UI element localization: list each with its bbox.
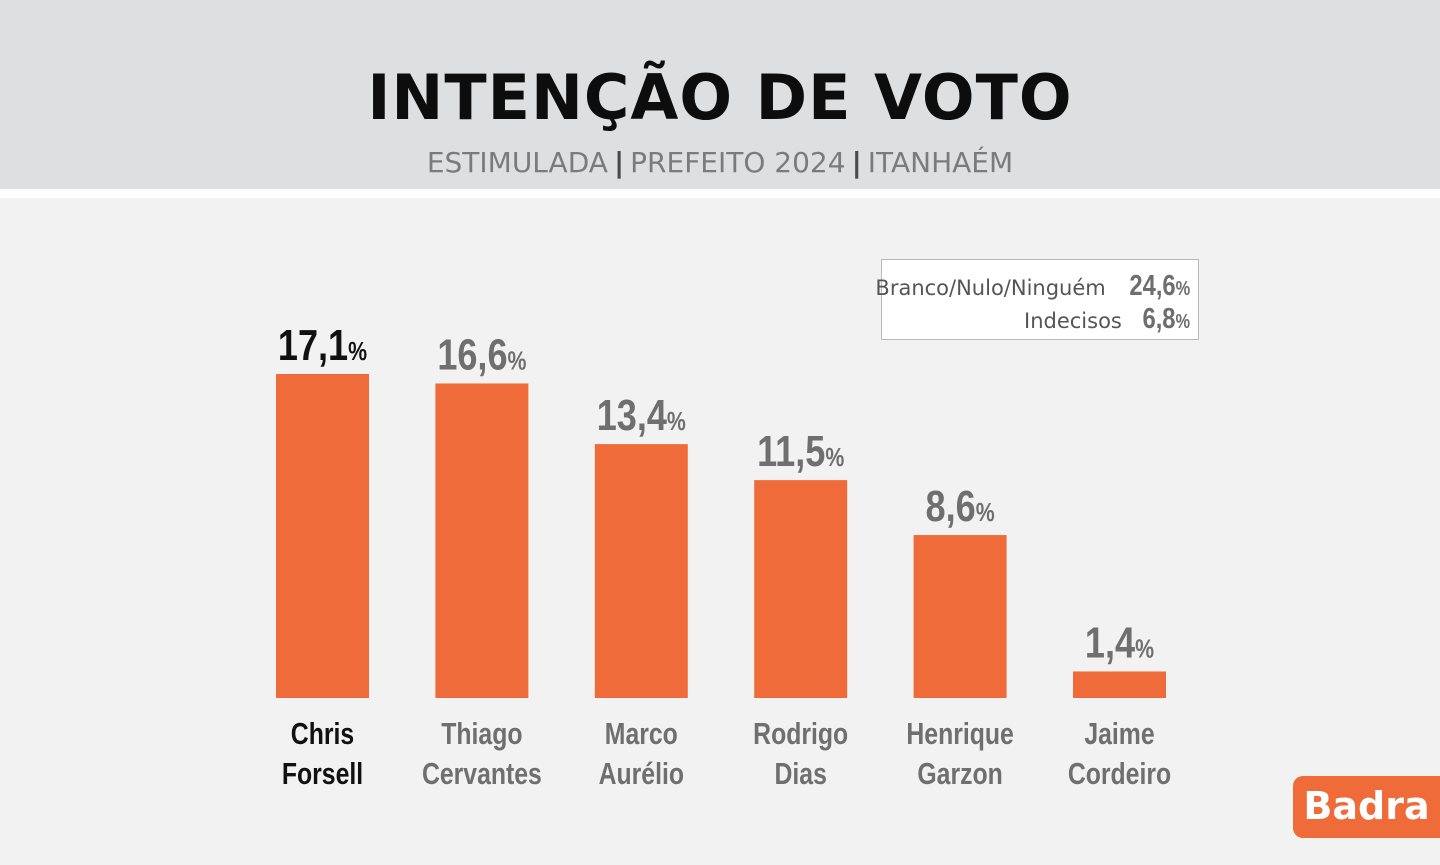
category-label-3-1: Dias	[775, 756, 827, 790]
data-label-number-3: 11,5	[757, 427, 825, 476]
bar-3	[754, 480, 848, 698]
legend-unit-blank: %	[1175, 278, 1190, 300]
legend-label-undecided: Indecisos	[1024, 309, 1122, 333]
legend-number-undecided: 6,8	[1142, 303, 1176, 335]
data-label-unit-0: %	[348, 337, 367, 367]
page-title: INTENÇÃO DE VOTO	[367, 61, 1073, 134]
subtitle-separator: |	[613, 146, 625, 179]
legend-value-undecided: 6,8%	[1142, 303, 1190, 336]
chart-panel	[0, 198, 1440, 865]
subtitle-city: ITANHAÉM	[867, 146, 1014, 179]
category-label-4-0: Henrique	[906, 716, 1013, 750]
data-label-1: 16,6%	[437, 330, 526, 379]
category-label-2-1: Aurélio	[599, 756, 684, 790]
legend-unit-undecided: %	[1175, 311, 1190, 333]
data-label-unit-1: %	[508, 347, 527, 377]
data-label-number-2: 13,4	[597, 391, 668, 440]
legend-value-blank: 24,6%	[1129, 270, 1190, 303]
data-label-unit-3: %	[825, 443, 844, 473]
legend-label-blank: Branco/Nulo/Ninguém	[875, 276, 1106, 300]
category-label-0-0: Chris	[291, 716, 354, 750]
category-label-2-0: Marco	[605, 716, 678, 750]
data-label-number-4: 8,6	[926, 482, 976, 531]
category-label-1-1: Cervantes	[422, 756, 542, 790]
data-label-unit-5: %	[1135, 635, 1154, 665]
subtitle-type: ESTIMULADA	[426, 146, 608, 179]
category-label-3-0: Rodrigo	[753, 716, 848, 750]
data-label-number-1: 16,6	[437, 330, 507, 379]
data-label-4: 8,6%	[926, 482, 995, 531]
data-label-unit-2: %	[667, 407, 686, 437]
other-responses-box: Branco/Nulo/Ninguém 24,6% Indecisos 6,8%	[875, 259, 1199, 340]
data-label-unit-4: %	[976, 498, 995, 528]
bar-0	[276, 374, 369, 698]
data-label-0: 17,1%	[278, 321, 367, 370]
category-label-4-1: Garzon	[917, 756, 1002, 790]
data-label-3: 11,5%	[757, 427, 844, 476]
legend-row-undecided: Indecisos 6,8%	[1024, 303, 1190, 335]
category-label-1-0: Thiago	[441, 716, 522, 750]
category-label-5-1: Cordeiro	[1068, 756, 1171, 790]
data-label-5: 1,4%	[1085, 618, 1154, 667]
subtitle-office: PREFEITO 2024	[630, 146, 846, 179]
bar-1	[435, 383, 529, 698]
badra-logo: Badra	[1293, 776, 1440, 838]
data-label-2: 13,4%	[597, 391, 686, 440]
legend-row-blank: Branco/Nulo/Ninguém 24,6%	[875, 270, 1190, 302]
header-banner: INTENÇÃO DE VOTO ESTIMULADA | PREFEITO 202…	[0, 0, 1440, 189]
data-label-number-0: 17,1	[278, 321, 348, 370]
logo-text: Badra	[1303, 784, 1430, 828]
category-label-5-0: Jaime	[1084, 716, 1154, 750]
bar-5	[1073, 671, 1166, 698]
bar-2	[594, 444, 688, 698]
subtitle-separator: |	[851, 146, 862, 179]
bar-4	[913, 535, 1007, 698]
data-label-number-5: 1,4	[1085, 618, 1136, 667]
legend-number-blank: 24,6	[1129, 270, 1176, 302]
category-label-0-1: Forsell	[282, 756, 363, 790]
page-subtitle: ESTIMULADA | PREFEITO 2024 | ITANHAÉM	[0, 145, 1440, 181]
